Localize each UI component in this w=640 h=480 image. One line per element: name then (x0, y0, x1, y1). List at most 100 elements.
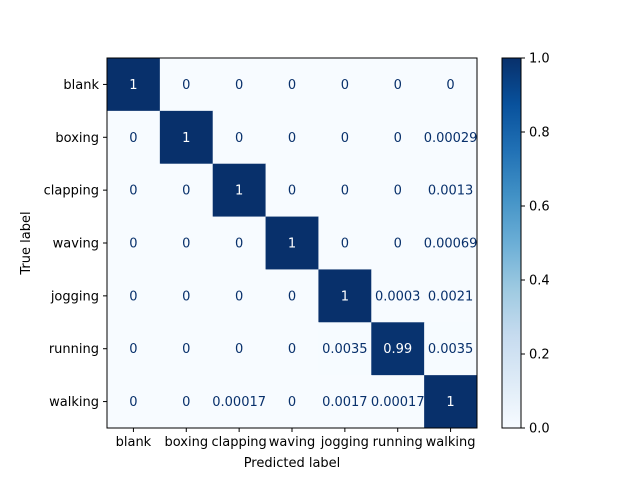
heatmap-cell (265, 216, 319, 270)
y-tick-label: blank (63, 78, 99, 93)
cell-value-label: 0 (394, 237, 402, 252)
heatmap-cell (424, 322, 478, 376)
heatmap-cell (212, 322, 267, 376)
heatmap-cell (318, 216, 372, 270)
cell-value-label: 0 (182, 289, 190, 304)
cell-value-label: 0.0035 (322, 342, 368, 357)
cell-value-label: 0 (182, 395, 190, 410)
x-tick-label: clapping (211, 435, 266, 450)
heatmap-cell (265, 110, 319, 165)
cell-value-label: 0 (288, 131, 296, 146)
heatmap-cell (371, 322, 425, 376)
heatmap-cell (424, 269, 478, 323)
heatmap-cell (318, 110, 372, 165)
cell-value-label: 0 (129, 289, 137, 304)
heatmap-cell (265, 163, 319, 218)
heatmap-cell (159, 216, 214, 270)
cell-value-label: 0 (235, 289, 243, 304)
cell-value-label: 0 (129, 395, 137, 410)
cell-value-label: 0 (235, 342, 243, 357)
cell-value-label: 1 (129, 78, 137, 93)
x-axis-label: Predicted label (244, 456, 341, 471)
cell-value-label: 0 (182, 184, 190, 199)
cell-value-label: 0.0035 (428, 342, 474, 357)
heatmap-cell (318, 58, 372, 112)
heatmap-cell (265, 322, 319, 376)
cell-value-label: 0 (129, 184, 137, 199)
colorbar-tick-label: 0.0 (529, 422, 550, 437)
heatmap-cell (371, 216, 425, 270)
heatmap-cell (424, 163, 478, 218)
cell-value-label: 1 (446, 395, 454, 410)
y-tick-label: jogging (50, 289, 99, 304)
heatmap-cell (107, 269, 161, 323)
heatmap-cell (318, 375, 372, 429)
y-tick-label: clapping (44, 184, 99, 199)
heatmap-cell (159, 269, 214, 323)
heatmap-cell (318, 163, 372, 218)
cell-value-label: 0 (341, 184, 349, 199)
colorbar-tick-label: 0.4 (529, 274, 550, 289)
cell-value-label: 0.00017 (371, 395, 425, 410)
heatmap-cell (159, 375, 214, 429)
x-tick-label: running (373, 435, 423, 450)
cell-value-label: 0 (394, 184, 402, 199)
heatmap-cell (212, 216, 267, 270)
cell-value-label: 0.0013 (428, 184, 474, 199)
cell-value-label: 0 (235, 78, 243, 93)
colorbar (501, 57, 522, 429)
heatmap-cell (107, 375, 161, 429)
heatmap-cell (265, 375, 319, 429)
cell-value-label: 0.00029 (424, 131, 478, 146)
cell-value-label: 0.0003 (375, 289, 421, 304)
cell-value-label: 0 (235, 131, 243, 146)
heatmap-cell (107, 163, 161, 218)
y-tick-label: waving (53, 237, 99, 252)
cell-value-label: 0 (394, 131, 402, 146)
heatmap-cell (159, 163, 214, 218)
cell-value-label: 0 (129, 237, 137, 252)
heatmap-cell (107, 58, 161, 112)
cell-value-label: 0 (235, 237, 243, 252)
cell-value-label: 0 (129, 342, 137, 357)
heatmap-cell (265, 269, 319, 323)
heatmap-cell (107, 216, 161, 270)
cell-value-label: 0 (288, 78, 296, 93)
heatmap-cell (159, 322, 214, 376)
colorbar-tick-label: 0.6 (529, 200, 550, 215)
x-tick-label: walking (426, 435, 476, 450)
cell-value-label: 0.00017 (212, 395, 266, 410)
heatmap-cell (424, 216, 478, 270)
heatmap-cell (159, 58, 214, 112)
cell-value-label: 0 (394, 78, 402, 93)
cell-value-label: 0 (446, 78, 454, 93)
colorbar-tick-label: 0.2 (529, 348, 550, 363)
x-tick-label: waving (269, 435, 315, 450)
cell-value-label: 0 (341, 78, 349, 93)
heatmap-cell (212, 58, 267, 112)
heatmap-cell (371, 110, 425, 165)
heatmap-cell (424, 375, 478, 429)
heatmap-cell (107, 110, 161, 165)
cell-value-label: 1 (235, 184, 243, 199)
colorbar-tick-label: 0.8 (529, 126, 550, 141)
y-axis-label: True label (19, 211, 34, 275)
cell-value-label: 0.99 (383, 342, 412, 357)
heatmap-cell (212, 110, 267, 165)
heatmap-cell (371, 375, 425, 429)
y-tick-label: walking (49, 395, 99, 410)
cell-value-label: 1 (288, 237, 296, 252)
heatmap-cell (424, 58, 478, 112)
x-tick-label: boxing (164, 435, 208, 450)
heatmap-cell (107, 322, 161, 376)
cell-value-label: 0 (341, 237, 349, 252)
cell-value-label: 1 (182, 131, 190, 146)
cell-value-label: 0.0021 (428, 289, 474, 304)
heatmap-cell (424, 110, 478, 165)
heatmap-cell (371, 269, 425, 323)
cell-value-label: 0 (288, 289, 296, 304)
cell-value-label: 0 (288, 395, 296, 410)
heatmap-cell (212, 163, 267, 218)
heatmap-cell (212, 269, 267, 323)
cell-value-label: 0.00069 (424, 237, 478, 252)
